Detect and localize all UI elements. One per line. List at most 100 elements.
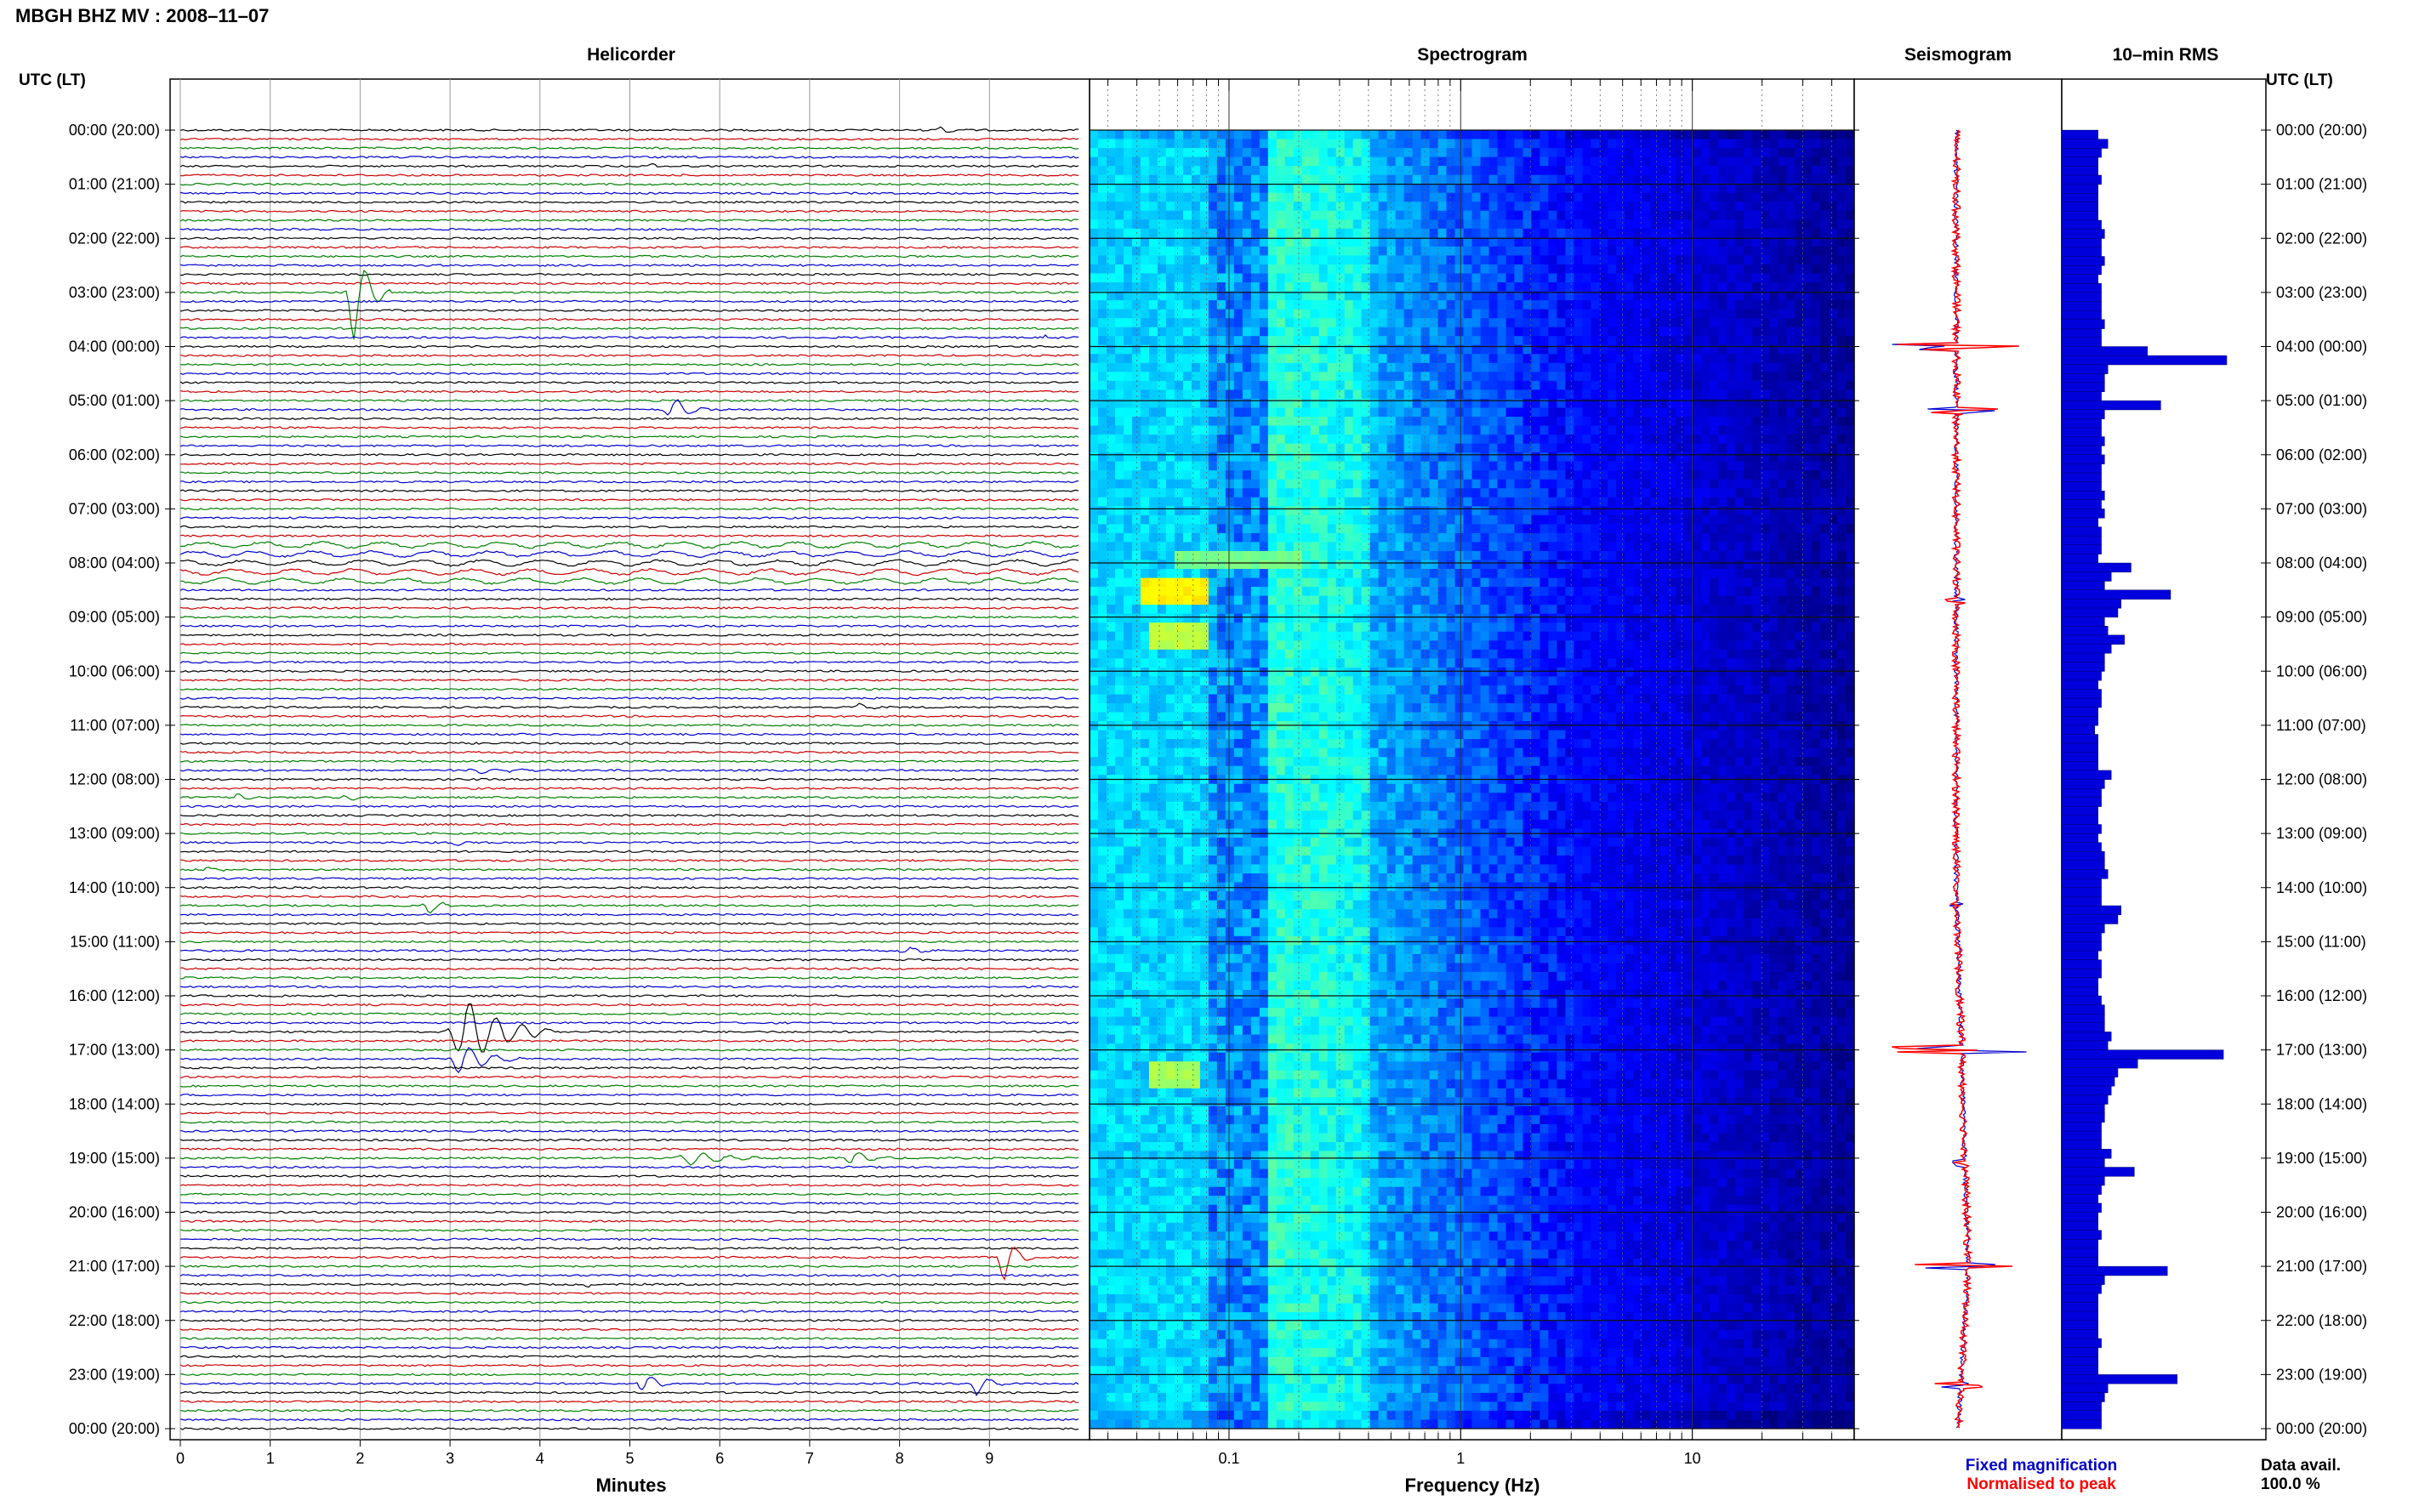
spectrogram-cell xyxy=(1837,237,1847,247)
spectrogram-cell xyxy=(1693,354,1702,364)
spectrogram-cell xyxy=(1131,461,1141,471)
spectrogram-cell xyxy=(1276,514,1286,525)
spectrogram-cell xyxy=(1676,389,1685,400)
spectrogram-cell xyxy=(1301,327,1312,337)
spectrogram-cell xyxy=(1250,354,1261,364)
spectrogram-cell xyxy=(1616,461,1625,471)
spectrogram-cell xyxy=(1480,398,1490,408)
spectrogram-cell xyxy=(1242,560,1252,570)
spectrogram-cell xyxy=(1523,551,1532,561)
spectrogram-cell xyxy=(1148,595,1158,605)
spectrogram-cell xyxy=(1761,174,1770,185)
spectrogram-cell xyxy=(1633,166,1642,176)
spectrogram-cell xyxy=(1098,174,1107,185)
spectrogram-cell xyxy=(1412,354,1422,364)
spectrogram-cell xyxy=(1157,417,1167,427)
spectrogram-cell xyxy=(1650,273,1659,283)
spectrogram-cell xyxy=(1829,174,1838,185)
spectrogram-cell xyxy=(1803,398,1813,408)
spectrogram-cell xyxy=(1124,372,1133,382)
spectrogram-cell xyxy=(1090,380,1099,390)
spectrogram-cell xyxy=(1233,551,1244,561)
spectrogram-cell xyxy=(1378,309,1388,319)
spectrogram-cell xyxy=(1267,318,1278,328)
spectrogram-cell xyxy=(1148,184,1158,194)
spectrogram-cell xyxy=(1412,443,1422,453)
spectrogram-cell xyxy=(1557,372,1566,382)
spectrogram-cell xyxy=(1276,506,1286,516)
spectrogram-cell xyxy=(1454,569,1465,579)
spectrogram-cell xyxy=(1667,443,1676,453)
spectrogram-cell xyxy=(1344,344,1354,355)
spectrogram-cell xyxy=(1174,184,1184,194)
spectrogram-cell xyxy=(1107,569,1116,579)
spectrogram-cell xyxy=(1744,551,1753,561)
spectrogram-cell xyxy=(1395,389,1405,400)
spectrogram-cell xyxy=(1124,336,1133,346)
spectrogram-cell xyxy=(1735,219,1745,230)
spectrogram-cell xyxy=(1710,425,1719,435)
spectrogram-cell xyxy=(1115,506,1124,516)
spectrogram-cell xyxy=(1531,389,1540,400)
spectrogram-cell xyxy=(1574,452,1583,463)
spectrogram-cell xyxy=(1710,210,1719,220)
spectrogram-cell xyxy=(1124,506,1133,516)
spectrogram-cell xyxy=(1131,318,1141,328)
spectrogram-cell xyxy=(1514,542,1523,552)
spectrogram-cell xyxy=(1778,202,1787,212)
spectrogram-cell xyxy=(1208,524,1218,534)
spectrogram-cell xyxy=(1820,435,1830,445)
spectrogram-cell xyxy=(1369,587,1380,597)
spectrogram-cell xyxy=(1514,577,1523,588)
spectrogram-cell xyxy=(1437,309,1448,319)
spectrogram-cell xyxy=(1412,192,1422,202)
spectrogram-cell xyxy=(1420,336,1431,346)
helicorder-trace xyxy=(180,462,1079,466)
spectrogram-cell xyxy=(1684,514,1693,525)
spectrogram-cell xyxy=(1514,407,1523,418)
spectrogram-cell xyxy=(1191,130,1201,140)
spectrogram-cell xyxy=(1488,461,1499,471)
spectrogram-cell xyxy=(1846,389,1855,400)
spectrogram-cell xyxy=(1335,506,1346,516)
helicorder-trace xyxy=(179,1174,1079,1178)
spectrogram-cell xyxy=(1284,497,1295,507)
spectrogram-cell xyxy=(1735,327,1745,337)
spectrogram-cell xyxy=(1090,577,1099,588)
spectrogram-cell xyxy=(1795,130,1804,140)
spectrogram-cell xyxy=(1267,398,1278,408)
spectrogram-cell xyxy=(1318,551,1329,561)
spectrogram-cell xyxy=(1514,425,1523,435)
spectrogram-cell xyxy=(1090,166,1099,176)
spectrogram-cell xyxy=(1667,318,1676,328)
spectrogram-cell xyxy=(1301,488,1312,498)
spectrogram-cell xyxy=(1650,389,1659,400)
spectrogram-cell xyxy=(1837,380,1847,390)
spectrogram-cell xyxy=(1557,148,1566,158)
spectrogram-cell xyxy=(1599,479,1608,489)
spectrogram-cell xyxy=(1437,435,1448,445)
spectrogram-cell xyxy=(1727,309,1736,319)
spectrogram-cell xyxy=(1540,264,1549,275)
spectrogram-cell xyxy=(1761,551,1770,561)
spectrogram-cell xyxy=(1327,246,1337,256)
spectrogram-cell xyxy=(1497,435,1507,445)
spectrogram-cell xyxy=(1769,542,1779,552)
spectrogram-cell xyxy=(1208,139,1218,149)
spectrogram-cell xyxy=(1488,407,1499,418)
spectrogram-cell xyxy=(1565,318,1574,328)
spectrogram-cell xyxy=(1216,595,1227,605)
spectrogram-cell xyxy=(1812,443,1821,453)
spectrogram-cell xyxy=(1540,300,1549,310)
spectrogram-cell xyxy=(1591,389,1600,400)
spectrogram-cell xyxy=(1795,542,1804,552)
spectrogram-cell xyxy=(1633,291,1642,301)
spectrogram-cell xyxy=(1131,354,1141,364)
spectrogram-cell xyxy=(1454,264,1465,275)
spectrogram-cell xyxy=(1744,291,1753,301)
spectrogram-cell xyxy=(1199,130,1210,140)
spectrogram-cell xyxy=(1837,425,1847,435)
spectrogram-cell xyxy=(1744,560,1753,570)
spectrogram-cell xyxy=(1837,246,1847,256)
spectrogram-cell xyxy=(1174,425,1184,435)
